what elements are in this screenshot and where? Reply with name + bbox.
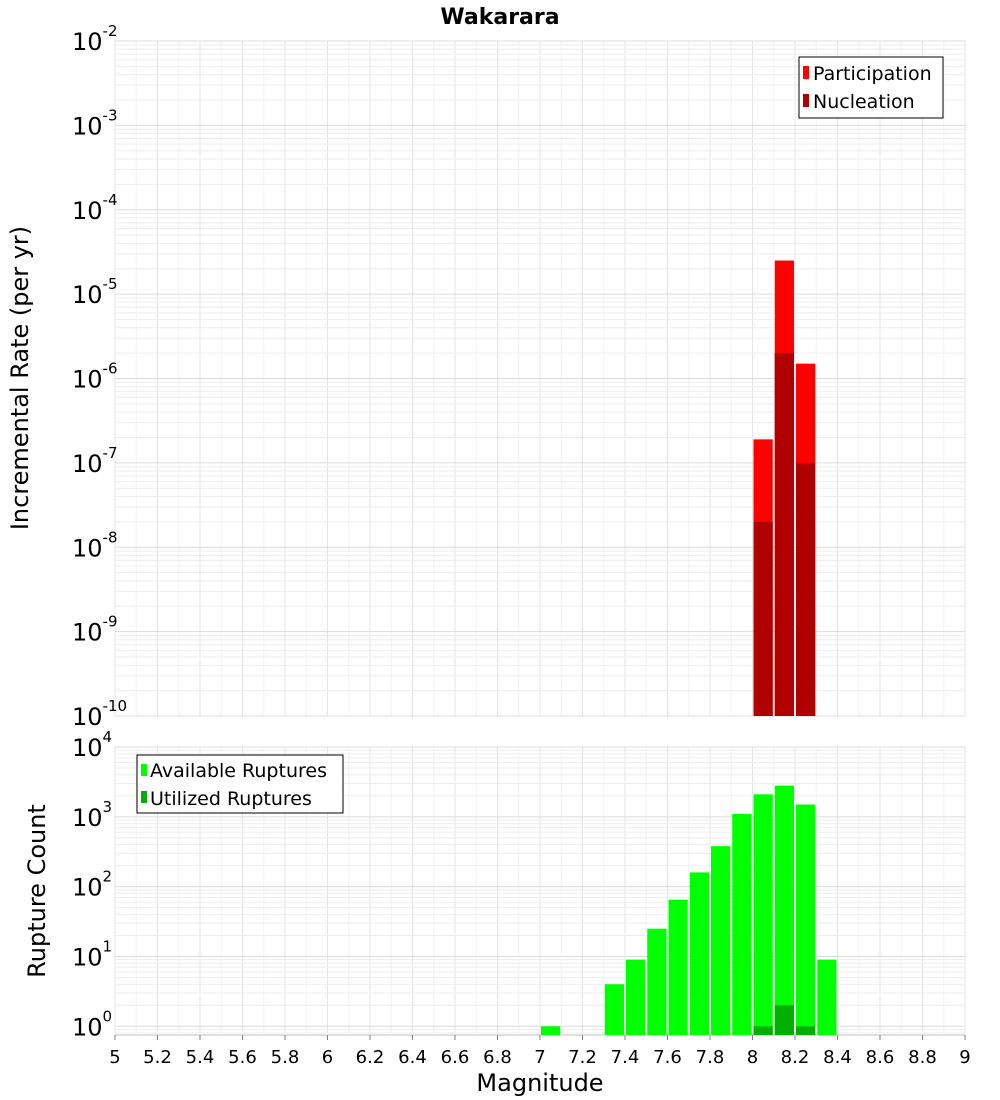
x-tick-label: 6.6 [441, 1047, 470, 1068]
rate-bar-nucleation [753, 521, 773, 716]
legend-swatch-available [141, 764, 147, 776]
count-y-tick-label: 100 [72, 1007, 112, 1041]
count-bar-available-ruptures [647, 928, 667, 1035]
rate-y-tick-label: 10-2 [72, 22, 118, 56]
rate-legend-box [798, 56, 944, 119]
count-legend-box [136, 754, 344, 814]
x-tick-label: 8.2 [781, 1047, 810, 1068]
count-bar-available-ruptures [774, 785, 794, 1035]
count-y-tick-label: 102 [72, 868, 112, 902]
x-tick-label: 8.6 [866, 1047, 895, 1068]
x-tick-label: 5.2 [143, 1047, 172, 1068]
chart-title: Wakarara [440, 5, 559, 30]
legend-label-utilized: Utilized Ruptures [150, 788, 312, 810]
count-legend: Available Ruptures Utilized Ruptures [136, 754, 344, 814]
count-panel: 104 103 102 101 100 5 5.2 5.4 5.6 5.8 6 6.2 6.4 6.6 6… [23, 728, 971, 1097]
count-y-tick-label: 104 [72, 728, 112, 762]
rate-y-tick-label: 10-9 [72, 613, 118, 647]
rate-y-tick-label: 10-10 [72, 697, 127, 731]
x-tick-label: 7.4 [611, 1047, 640, 1068]
legend-label-nucleation: Nucleation [813, 91, 915, 113]
magnitude-x-ticks: 5 5.2 5.4 5.6 5.8 6 6.2 6.4 6.6 6.8 7 7.2 7.4 7.6 7.8 8… [109, 1035, 971, 1068]
count-bar-available-ruptures [689, 872, 709, 1035]
x-tick-label: 8.8 [908, 1047, 937, 1068]
legend-label-participation: Participation [813, 63, 932, 85]
legend-swatch-participation [803, 66, 809, 79]
x-tick-label: 6 [322, 1047, 333, 1068]
rate-y-tick-label: 10-4 [72, 191, 118, 225]
count-bar-utilized-ruptures [753, 1026, 773, 1035]
x-tick-label: 8 [747, 1047, 758, 1068]
rate-grid [114, 40, 966, 717]
rate-legend: Participation Nucleation [798, 56, 944, 119]
rate-y-ticks: 10-2 10-3 10-4 10-5 10-6 10-7 10-8 10-9 10-10 [72, 22, 127, 731]
x-tick-label: 5.6 [228, 1047, 257, 1068]
legend-swatch-utilized [141, 791, 147, 803]
legend-swatch-nucleation [803, 94, 809, 107]
x-axis-label: Magnitude [476, 1069, 603, 1097]
count-bar-available-ruptures [796, 804, 816, 1035]
rate-y-tick-label: 10-6 [72, 360, 118, 394]
rate-bars [753, 260, 816, 716]
count-bar-available-ruptures [732, 813, 752, 1035]
count-y-tick-label: 103 [72, 798, 112, 832]
rate-y-tick-label: 10-3 [72, 106, 118, 140]
count-y-ticks: 104 103 102 101 100 [72, 728, 112, 1041]
count-bar-available-ruptures [541, 1026, 561, 1035]
count-bars [541, 785, 837, 1035]
x-tick-label: 8.4 [823, 1047, 852, 1068]
x-tick-label: 5.8 [271, 1047, 300, 1068]
count-y-axis-label: Rupture Count [23, 804, 51, 978]
count-bar-available-ruptures [604, 984, 624, 1035]
x-tick-label: 6.4 [398, 1047, 427, 1068]
legend-label-available: Available Ruptures [150, 760, 327, 782]
rate-y-axis-label: Incremental Rate (per yr) [6, 226, 34, 530]
count-bar-available-ruptures [668, 899, 688, 1035]
rate-y-tick-label: 10-8 [72, 528, 118, 562]
x-tick-label: 5.4 [186, 1047, 215, 1068]
x-tick-label: 7.8 [696, 1047, 725, 1068]
x-tick-label: 6.2 [356, 1047, 385, 1068]
rate-bar-nucleation [796, 462, 816, 716]
rate-bar-nucleation [774, 353, 794, 716]
x-tick-label: 7 [534, 1047, 545, 1068]
count-bar-utilized-ruptures [796, 1026, 816, 1035]
count-bar-available-ruptures [711, 846, 731, 1035]
count-bar-available-ruptures [753, 794, 773, 1035]
x-tick-label: 9 [959, 1047, 970, 1068]
rate-panel: 10-2 10-3 10-4 10-5 10-6 10-7 10-8 10-9 10-10 In… [6, 22, 966, 731]
x-tick-label: 6.8 [483, 1047, 512, 1068]
count-bar-utilized-ruptures [774, 1005, 794, 1035]
rate-y-tick-label: 10-7 [72, 444, 118, 478]
x-tick-label: 7.2 [568, 1047, 597, 1068]
x-tick-label: 5 [109, 1047, 120, 1068]
count-bar-available-ruptures [817, 959, 837, 1035]
count-bar-available-ruptures [626, 959, 646, 1035]
count-y-tick-label: 101 [72, 937, 112, 971]
x-tick-label: 7.6 [653, 1047, 682, 1068]
rate-y-tick-label: 10-5 [72, 275, 118, 309]
